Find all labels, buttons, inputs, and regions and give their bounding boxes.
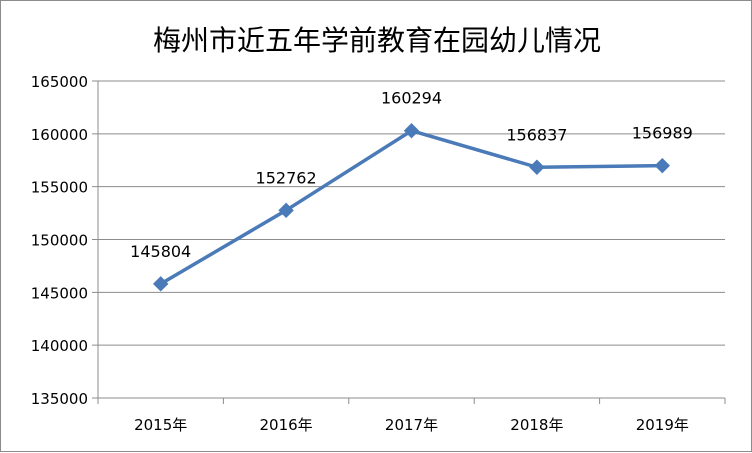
data-label: 145804 (130, 242, 191, 261)
data-point-marker (654, 157, 671, 174)
y-tick-label: 140000 (31, 337, 88, 355)
y-tick-label: 160000 (31, 126, 88, 144)
data-label: 156837 (506, 125, 567, 144)
x-tick-label: 2017年 (385, 416, 438, 434)
data-label: 160294 (381, 89, 442, 108)
x-tick-label: 2019年 (636, 416, 689, 434)
series-line (159, 128, 663, 286)
data-point-marker (278, 202, 294, 219)
y-tick-label: 150000 (31, 232, 88, 250)
y-tick-label: 155000 (31, 179, 88, 197)
y-tick-label: 165000 (31, 73, 88, 91)
data-label: 152762 (256, 168, 317, 187)
data-point-marker (152, 276, 169, 292)
data-point-marker (529, 159, 545, 175)
x-tick-label: 2015年 (134, 416, 187, 434)
x-tick-label: 2018年 (510, 416, 563, 434)
y-tick-label: 145000 (31, 284, 88, 302)
chart-title: 梅州市近五年学前教育在园幼儿情况 (152, 24, 601, 57)
data-point-marker (403, 123, 420, 139)
y-tick-label: 135000 (31, 390, 88, 408)
x-tick-label: 2016年 (260, 416, 313, 434)
data-label: 156989 (632, 124, 693, 143)
